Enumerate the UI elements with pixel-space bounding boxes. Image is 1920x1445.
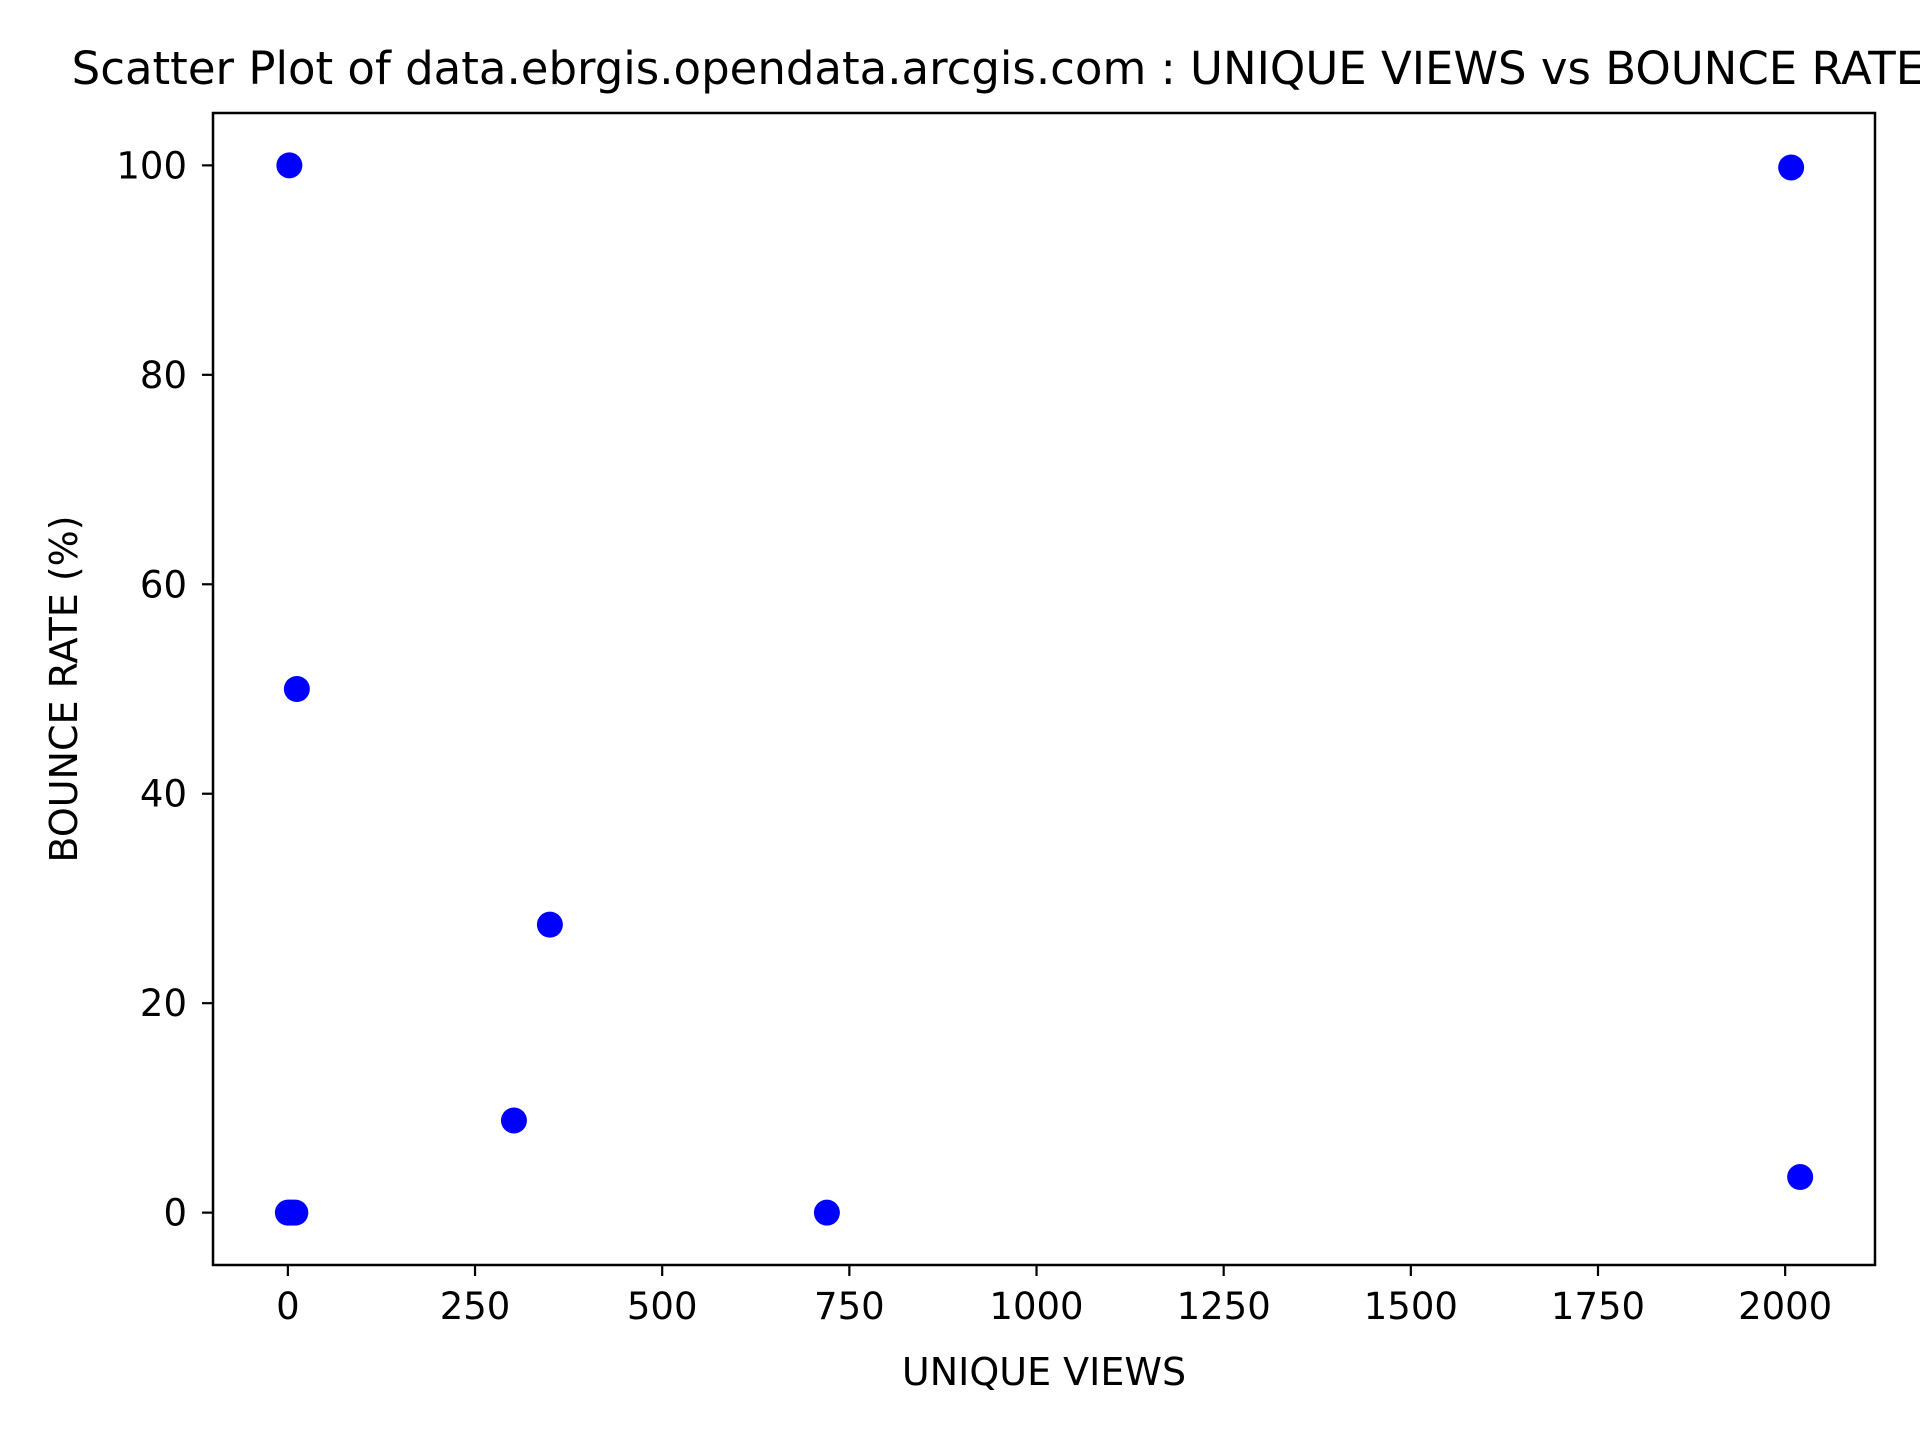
data-point xyxy=(1787,1164,1814,1191)
y-axis-label: BOUNCE RATE (%) xyxy=(42,515,86,862)
y-axis: 0 20 40 60 80 100 xyxy=(116,144,213,1235)
data-point xyxy=(813,1199,840,1226)
x-axis-label: UNIQUE VIEWS xyxy=(902,1350,1186,1394)
x-tick-label: 1750 xyxy=(1551,1285,1645,1328)
plot-frame xyxy=(211,111,1877,1267)
x-tick-label: 1500 xyxy=(1364,1285,1458,1328)
plot-area xyxy=(274,152,1814,1226)
x-axis: 0 250 500 750 1000 1250 1500 1750 2000 xyxy=(276,1265,1832,1328)
y-tick-label: 40 xyxy=(140,773,187,816)
x-tick-label: 750 xyxy=(814,1285,885,1328)
x-tick-label: 500 xyxy=(627,1285,698,1328)
x-tick-label: 2000 xyxy=(1738,1285,1832,1328)
x-tick-label: 0 xyxy=(276,1285,300,1328)
data-point xyxy=(500,1107,527,1134)
data-point xyxy=(282,1199,309,1226)
y-tick-label: 80 xyxy=(140,354,187,397)
x-tick-label: 250 xyxy=(440,1285,511,1328)
data-point xyxy=(276,152,303,179)
data-point xyxy=(536,911,563,938)
y-tick-label: 0 xyxy=(163,1192,187,1235)
chart-title: Scatter Plot of data.ebrgis.opendata.arc… xyxy=(72,42,1920,95)
y-tick-label: 100 xyxy=(116,144,187,187)
x-tick-label: 1000 xyxy=(989,1285,1083,1328)
data-point xyxy=(283,676,310,702)
x-tick-label: 1250 xyxy=(1177,1285,1271,1328)
y-tick-label: 20 xyxy=(140,982,187,1025)
data-point xyxy=(1778,154,1805,181)
y-tick-label: 60 xyxy=(140,563,187,606)
